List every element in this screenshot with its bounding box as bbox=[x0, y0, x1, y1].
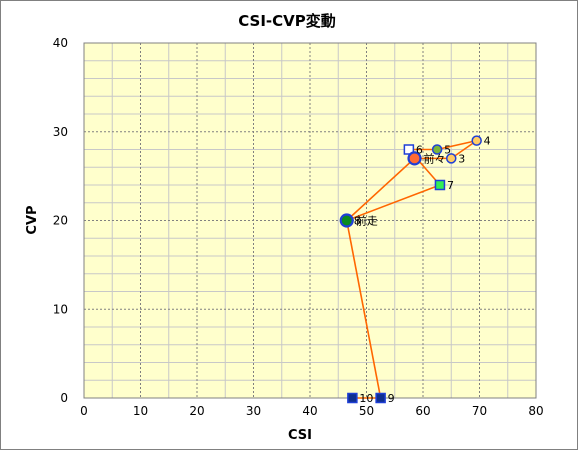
point-marker bbox=[431, 144, 443, 155]
y-tick-label: 10 bbox=[53, 302, 68, 316]
x-tick-label: 10 bbox=[133, 404, 148, 418]
x-tick-label: 40 bbox=[302, 404, 317, 418]
point-marker bbox=[375, 392, 386, 404]
point-marker bbox=[434, 179, 446, 191]
point-marker bbox=[339, 213, 354, 228]
point-marker bbox=[403, 144, 415, 155]
x-tick-label: 80 bbox=[528, 404, 543, 418]
x-tick-label: 50 bbox=[359, 404, 374, 418]
x-tick-label: 70 bbox=[472, 404, 487, 418]
x-tick-label: 30 bbox=[246, 404, 261, 418]
plot-border bbox=[83, 42, 537, 399]
point-label: 5 bbox=[444, 144, 451, 157]
point-marker bbox=[347, 392, 358, 404]
y-tick-label: 20 bbox=[53, 214, 68, 228]
point-label: 前走 bbox=[356, 214, 378, 228]
point-label: 3 bbox=[458, 152, 465, 165]
y-tick-label: 40 bbox=[53, 36, 68, 50]
chart-title: CSI-CVP変動 bbox=[238, 12, 336, 30]
y-tick-label: 30 bbox=[53, 125, 68, 139]
point-label: 9 bbox=[388, 392, 395, 405]
y-axis-title: CVP bbox=[25, 205, 40, 234]
point-label: 10 bbox=[359, 392, 373, 405]
x-tick-label: 60 bbox=[415, 404, 430, 418]
point-label: 4 bbox=[484, 135, 491, 148]
point-label: 8 bbox=[354, 215, 361, 228]
path-segment bbox=[346, 184, 441, 222]
point-marker bbox=[471, 135, 482, 146]
point-marker bbox=[407, 151, 422, 166]
path-segment bbox=[346, 157, 416, 222]
x-tick-label: 0 bbox=[80, 404, 88, 418]
x-tick-label: 20 bbox=[189, 404, 204, 418]
point-label: 前々 bbox=[424, 151, 446, 165]
point-label: 6 bbox=[416, 144, 423, 157]
point-label: 7 bbox=[447, 179, 454, 192]
path-segment bbox=[436, 139, 477, 151]
x-axis-title: CSI bbox=[288, 428, 312, 443]
y-tick-label: 0 bbox=[60, 391, 68, 405]
point-marker bbox=[446, 153, 457, 164]
path-segment bbox=[345, 220, 382, 399]
